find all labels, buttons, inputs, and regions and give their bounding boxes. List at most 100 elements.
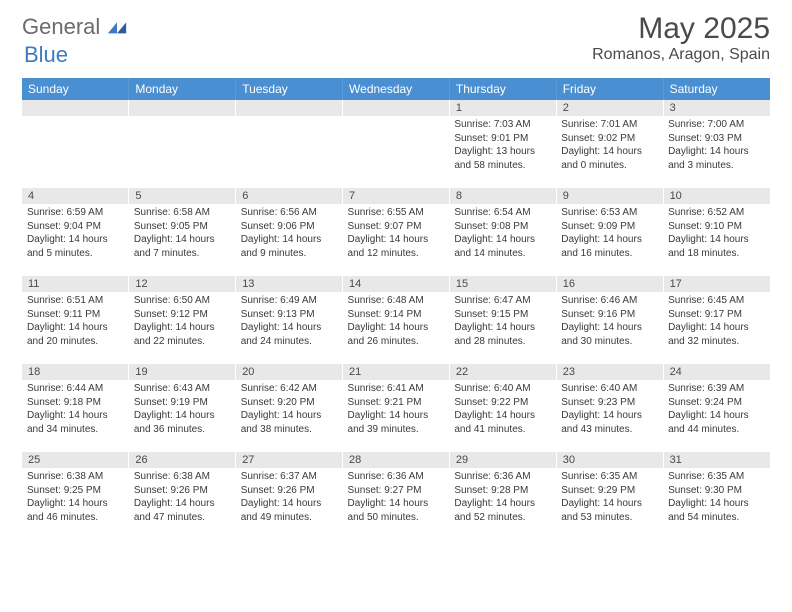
sunrise-text: Sunrise: 6:59 AM — [27, 206, 124, 220]
day-cell: Sunrise: 6:41 AMSunset: 9:21 PMDaylight:… — [343, 380, 450, 452]
sunset-text: Sunset: 9:30 PM — [668, 484, 765, 498]
day1-text: Daylight: 14 hours — [561, 233, 658, 247]
day-cell — [236, 116, 343, 188]
day-cell: Sunrise: 6:55 AMSunset: 9:07 PMDaylight:… — [343, 204, 450, 276]
day1-text: Daylight: 14 hours — [561, 409, 658, 423]
day1-text: Daylight: 14 hours — [134, 233, 231, 247]
day-number: 10 — [663, 188, 770, 204]
sunrise-text: Sunrise: 6:35 AM — [668, 470, 765, 484]
logo-text-blue: Blue — [24, 42, 68, 68]
day1-text: Daylight: 14 hours — [668, 145, 765, 159]
day-cell: Sunrise: 6:46 AMSunset: 9:16 PMDaylight:… — [556, 292, 663, 364]
sunset-text: Sunset: 9:04 PM — [27, 220, 124, 234]
sunrise-text: Sunrise: 6:51 AM — [27, 294, 124, 308]
sunrise-text: Sunrise: 6:49 AM — [241, 294, 338, 308]
sunrise-text: Sunrise: 7:01 AM — [561, 118, 658, 132]
content-row: Sunrise: 6:38 AM Sunset: 9:25 PM Daylight:… — [22, 468, 770, 540]
day-number — [22, 100, 129, 116]
sunset-text: Sunset: 9:18 PM — [27, 396, 124, 410]
day-cell: Sunrise: 6:47 AMSunset: 9:15 PMDaylight:… — [449, 292, 556, 364]
day-cell: Sunrise: 6:49 AMSunset: 9:13 PMDaylight:… — [236, 292, 343, 364]
logo-triangle-icon — [106, 18, 128, 36]
day1-text: Daylight: 14 hours — [348, 233, 445, 247]
day-number: 28 — [343, 452, 450, 468]
day-number: 20 — [236, 364, 343, 380]
day-number: 9 — [556, 188, 663, 204]
day2-text: and 18 minutes. — [668, 247, 765, 261]
day2-text: and 39 minutes. — [348, 423, 445, 437]
day-number: 19 — [129, 364, 236, 380]
sunset-text: Sunset: 9:21 PM — [348, 396, 445, 410]
day-cell: Sunrise: 6:38 AMSunset: 9:25 PMDaylight:… — [22, 468, 129, 540]
sunset-text: Sunset: 9:13 PM — [241, 308, 338, 322]
day-number — [343, 100, 450, 116]
day-cell: Sunrise: 7:01 AMSunset: 9:02 PMDaylight:… — [556, 116, 663, 188]
content-row: Sunrise: 6:44 AMSunset: 9:18 PMDaylight:… — [22, 380, 770, 452]
daynum-row: 11121314151617 — [22, 276, 770, 292]
day2-text: and 32 minutes. — [668, 335, 765, 349]
sunset-text: Sunset: 9:02 PM — [561, 132, 658, 146]
day-cell: Sunrise: 6:59 AMSunset: 9:04 PMDaylight:… — [22, 204, 129, 276]
sunrise-text: Sunrise: 6:38 AM — [134, 470, 231, 484]
day-cell: Sunrise: 6:35 AMSunset: 9:29 PMDaylight:… — [556, 468, 663, 540]
dayname-tuesday: Tuesday — [236, 78, 343, 100]
day2-text: and 20 minutes. — [27, 335, 124, 349]
day2-text: and 7 minutes. — [134, 247, 231, 261]
calendar-body: 123Sunrise: 7:03 AMSunset: 9:01 PMDaylig… — [22, 100, 770, 540]
day2-text: and 54 minutes. — [668, 511, 765, 525]
day2-text: and 3 minutes. — [668, 159, 765, 173]
sunrise-text: Sunrise: 6:52 AM — [668, 206, 765, 220]
day1-text: Daylight: 13 hours — [454, 145, 551, 159]
day2-text: and 44 minutes. — [668, 423, 765, 437]
day-number: 11 — [22, 276, 129, 292]
sunset-text: Sunset: 9:08 PM — [454, 220, 551, 234]
logo-text-general: General — [22, 14, 100, 40]
day2-text: and 53 minutes. — [561, 511, 658, 525]
day1-text: Daylight: 14 hours — [241, 233, 338, 247]
day2-text: and 5 minutes. — [27, 247, 124, 261]
day1-text: Daylight: 14 hours — [348, 321, 445, 335]
sunset-text: Sunset: 9:17 PM — [668, 308, 765, 322]
sunrise-text: Sunrise: 6:39 AM — [668, 382, 765, 396]
sunrise-text: Sunrise: 6:42 AM — [241, 382, 338, 396]
day-cell: Sunrise: 6:37 AMSunset: 9:26 PMDaylight:… — [236, 468, 343, 540]
day1-text: Daylight: 14 hours — [134, 409, 231, 423]
sunrise-text: Sunrise: 6:56 AM — [241, 206, 338, 220]
sunrise-text: Sunrise: 6:45 AM — [668, 294, 765, 308]
day-number: 12 — [129, 276, 236, 292]
day1-text: Daylight: 14 hours — [454, 409, 551, 423]
day1-text: Daylight: 14 hours — [241, 497, 338, 511]
sunset-text: Sunset: 9:19 PM — [134, 396, 231, 410]
dayname-monday: Monday — [129, 78, 236, 100]
sunset-text: Sunset: 9:03 PM — [668, 132, 765, 146]
day-cell: Sunrise: 6:54 AMSunset: 9:08 PMDaylight:… — [449, 204, 556, 276]
day-number: 17 — [663, 276, 770, 292]
daynum-row: 123 — [22, 100, 770, 116]
day2-text: and 46 minutes. — [27, 511, 124, 525]
day-number: 31 — [663, 452, 770, 468]
day1-text: Daylight: 14 hours — [668, 321, 765, 335]
day-number — [129, 100, 236, 116]
day1-text: Daylight: 14 hours — [668, 497, 765, 511]
day-number: 29 — [449, 452, 556, 468]
sunset-text: Sunset: 9:25 PM — [27, 484, 124, 498]
sunset-text: Sunset: 9:11 PM — [27, 308, 124, 322]
content-row: Sunrise: 7:03 AMSunset: 9:01 PMDaylight:… — [22, 116, 770, 188]
day1-text: Daylight: 14 hours — [454, 233, 551, 247]
sunrise-text: Sunrise: 6:37 AM — [241, 470, 338, 484]
dayname-friday: Friday — [556, 78, 663, 100]
sunrise-text: Sunrise: 6:47 AM — [454, 294, 551, 308]
day2-text: and 16 minutes. — [561, 247, 658, 261]
day2-text: and 14 minutes. — [454, 247, 551, 261]
day1-text: Daylight: 14 hours — [134, 497, 231, 511]
sunset-text: Sunset: 9:26 PM — [241, 484, 338, 498]
day-number — [236, 100, 343, 116]
day2-text: and 9 minutes. — [241, 247, 338, 261]
day2-text: and 34 minutes. — [27, 423, 124, 437]
day2-text: and 52 minutes. — [454, 511, 551, 525]
sunset-text: Sunset: 9:23 PM — [561, 396, 658, 410]
day-number: 26 — [129, 452, 236, 468]
day-number: 14 — [343, 276, 450, 292]
day2-text: and 38 minutes. — [241, 423, 338, 437]
calendar-header-row: Sunday Monday Tuesday Wednesday Thursday… — [22, 78, 770, 100]
